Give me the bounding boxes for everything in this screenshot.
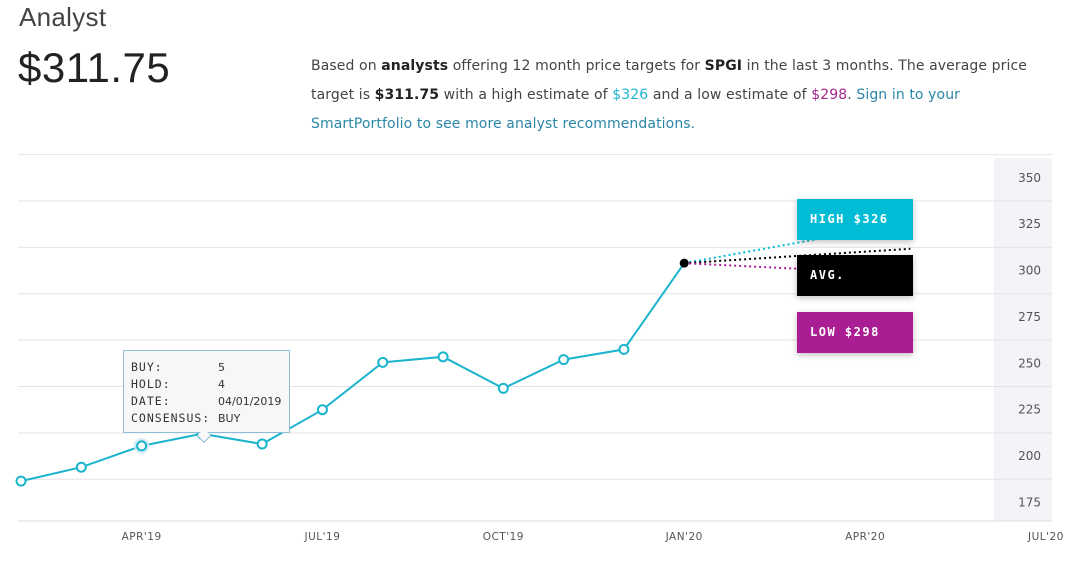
desc-avg-value: $311.75 bbox=[374, 87, 440, 103]
x-tick-label: APR'20 bbox=[845, 531, 885, 543]
projection-origin-point bbox=[679, 258, 689, 268]
tooltip-date-value: 04/01/2019 bbox=[218, 395, 282, 408]
desc-text: and a low estimate of bbox=[648, 87, 812, 103]
y-axis-band bbox=[994, 158, 1052, 521]
average-price-target: $311.75 bbox=[18, 44, 171, 91]
tooltip-buy-value: 5 bbox=[218, 361, 225, 374]
desc-analysts: analysts bbox=[381, 58, 449, 74]
x-tick-label: JUL'19 bbox=[304, 531, 341, 543]
y-tick-label: 300 bbox=[1018, 264, 1041, 278]
data-point bbox=[618, 343, 630, 355]
data-point bbox=[316, 404, 328, 416]
y-tick-label: 250 bbox=[1018, 356, 1041, 370]
data-point bbox=[256, 438, 268, 450]
desc-ticker: SPGI bbox=[704, 58, 743, 74]
tooltip-date-label: DATE: bbox=[131, 394, 171, 408]
y-tick-label: 275 bbox=[1018, 310, 1041, 324]
desc-text: Based on bbox=[311, 58, 382, 74]
y-tick-label: 325 bbox=[1018, 217, 1041, 231]
tooltip-hold-label: HOLD: bbox=[131, 377, 171, 391]
data-point bbox=[497, 382, 509, 394]
data-point bbox=[558, 354, 570, 366]
x-tick-label: APR'19 bbox=[122, 531, 162, 543]
desc-text: . bbox=[847, 87, 857, 103]
x-tick-label: JAN'20 bbox=[665, 531, 703, 543]
y-tick-label: 350 bbox=[1018, 171, 1041, 185]
desc-text: in the last 3 months. The average price … bbox=[311, 58, 1027, 103]
desc-text: offering 12 month price targets for bbox=[448, 58, 705, 74]
data-point bbox=[75, 461, 87, 473]
data-point bbox=[437, 351, 449, 363]
price-series-line bbox=[20, 262, 686, 483]
high-estimate-badge: HIGH $326 bbox=[797, 199, 913, 240]
desc-low-value: $298 bbox=[811, 87, 848, 103]
y-tick-label: 200 bbox=[1018, 449, 1041, 463]
desc-high-value: $326 bbox=[612, 87, 649, 103]
y-tick-label: 175 bbox=[1018, 495, 1041, 509]
x-tick-label: OCT'19 bbox=[483, 531, 524, 543]
page-title: Analyst bbox=[19, 2, 107, 32]
tooltip-hold-value: 4 bbox=[218, 378, 225, 391]
y-tick-label: 225 bbox=[1018, 403, 1041, 417]
tooltip-consensus-value: BUY bbox=[218, 412, 241, 425]
low-estimate-badge: LOW $298 bbox=[797, 312, 913, 353]
sign-in-link[interactable]: Sign in to your SmartPortfolio to see mo… bbox=[311, 87, 961, 132]
data-point bbox=[136, 440, 148, 452]
data-point bbox=[377, 356, 389, 368]
analyst-description: Based on analysts offering 12 month pric… bbox=[311, 52, 1056, 139]
tooltip: BUY: 5 HOLD: 4 DATE: 04/01/2019 CONSENSUS: B… bbox=[123, 350, 290, 433]
tooltip-buy-label: BUY: bbox=[131, 360, 163, 374]
x-tick-label: JUL'20 bbox=[1027, 531, 1064, 543]
average-estimate-badge: AVG. $311.75 bbox=[797, 255, 913, 323]
tooltip-consensus-label: CONSENSUS: bbox=[131, 411, 211, 425]
data-point bbox=[15, 475, 27, 487]
desc-text: with a high estimate of bbox=[439, 87, 613, 103]
